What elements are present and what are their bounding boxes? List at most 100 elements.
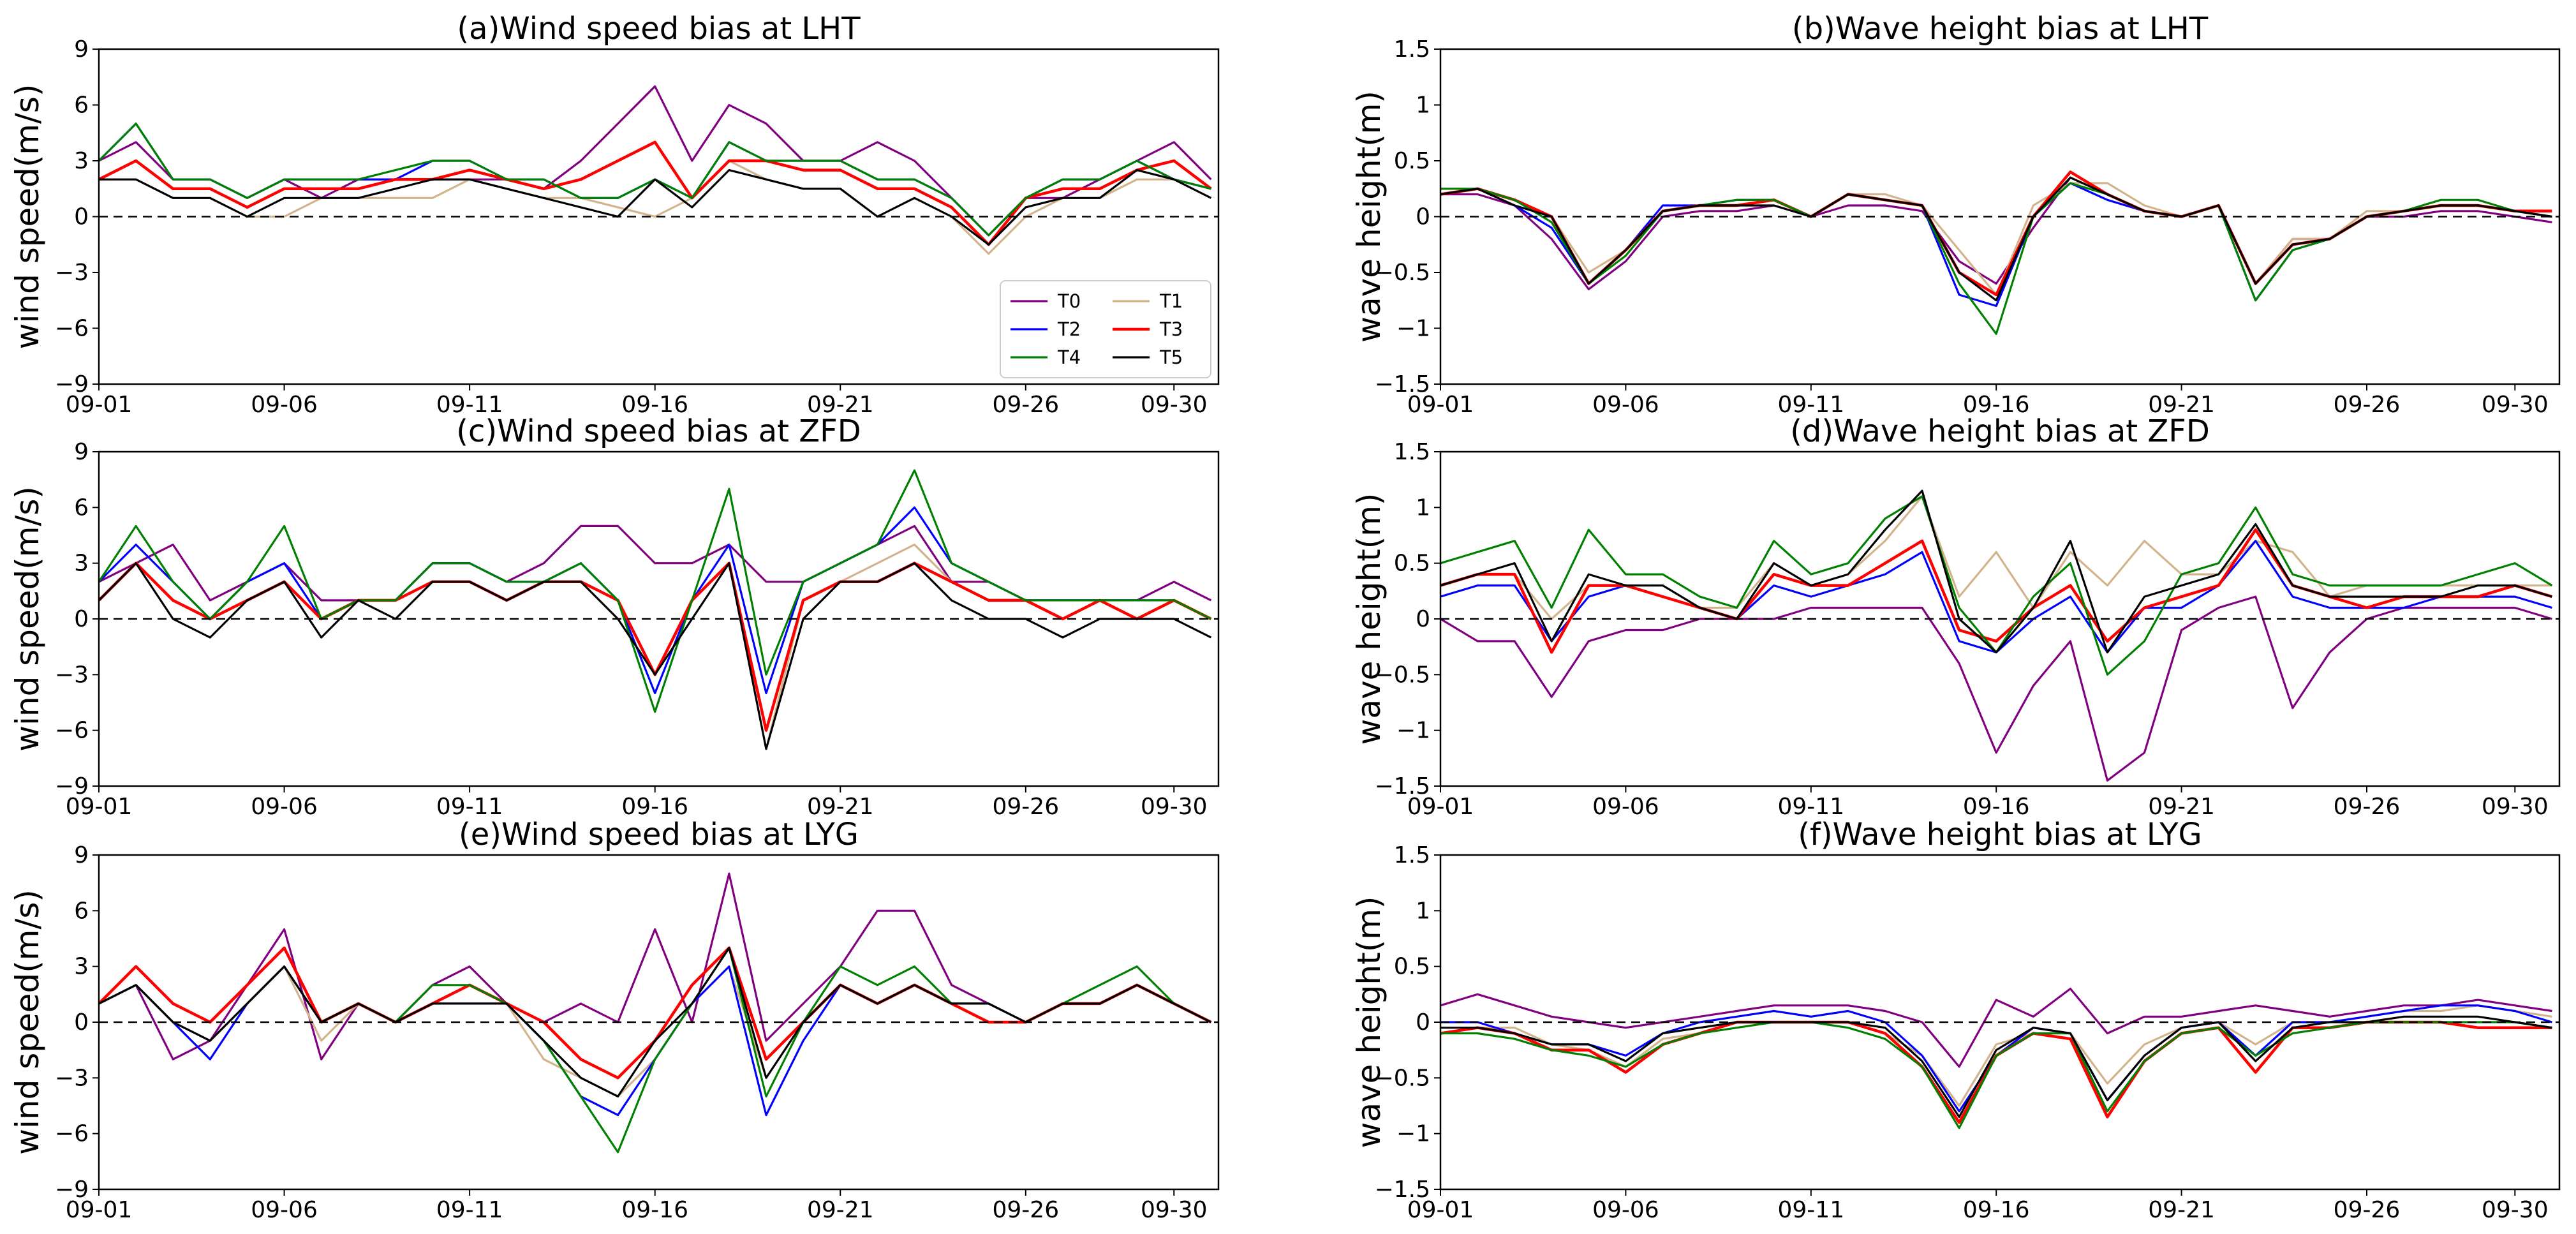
legend-label-t5: T5 <box>1159 346 1183 368</box>
panel-f-y-tick-label: 0.5 <box>1394 954 1430 980</box>
panel-a: (a)Wind speed bias at LHT wind speed(m/s)… <box>9 11 1220 418</box>
panel-d-y-tick-label: 1.5 <box>1394 439 1430 465</box>
panel-b-x-tick-label: 09-16 <box>1963 392 2030 418</box>
panel-a-y-axis-label: wind speed(m/s) <box>9 84 46 350</box>
panel-d-x-tick-label: 09-01 <box>1407 794 1474 820</box>
panel-e-y-tick-label: −6 <box>55 1121 89 1147</box>
panel-b-y-tick-label: −0.5 <box>1375 260 1430 286</box>
legend: T0 T1 T2 T3 T4 T5 <box>1000 280 1211 378</box>
panel-e: (e)Wind speed bias at LYG wind speed(m/s)… <box>9 817 1220 1223</box>
panel-b-y-tick-label: 1.5 <box>1394 36 1430 63</box>
panel-c-y-tick-label: 0 <box>74 606 89 632</box>
legend-label-t2: T2 <box>1057 318 1081 340</box>
panel-d-x-tick-label: 09-11 <box>1777 794 1844 820</box>
panel-b-x-tick-label: 09-21 <box>2148 392 2215 418</box>
panel-a-y-tick-label: −9 <box>55 371 89 398</box>
panel-e-y-tick-label: −3 <box>55 1065 89 1091</box>
panel-d-y-tick-label: 1 <box>1416 494 1430 521</box>
panel-c-x-tick-label: 09-26 <box>993 794 1060 820</box>
panel-d-frame <box>1439 450 2561 787</box>
panel-b-y-tick-label: 1 <box>1416 93 1430 119</box>
panel-c-x-tick-label: 09-06 <box>251 794 318 820</box>
legend-box <box>1000 280 1211 378</box>
panel-c-x-tick-label: 09-16 <box>621 794 688 820</box>
panel-a-y-tick-label: 0 <box>74 204 89 230</box>
panel-b-x-tick-label: 09-01 <box>1407 392 1474 418</box>
panel-e-x-tick-label: 09-16 <box>621 1197 688 1223</box>
panel-f-series-t0 <box>1440 987 2552 1068</box>
panel-a-series-t5 <box>99 169 1212 246</box>
panel-d-x-tick-label: 09-30 <box>2482 794 2549 820</box>
panel-e-y-tick-label: 6 <box>74 898 89 924</box>
panel-c-x-tick-label: 09-11 <box>436 794 503 820</box>
panel-d-series-group <box>1440 489 2553 782</box>
panel-b-y-tick-label: −1.5 <box>1375 371 1430 398</box>
panel-f-y-tick-label: −1 <box>1396 1121 1430 1147</box>
panel-a-x-tick-label: 09-06 <box>251 392 318 418</box>
panel-c-x-tick-label: 09-01 <box>66 794 133 820</box>
panels: (a)Wind speed bias at LHT wind speed(m/s)… <box>9 11 2561 1223</box>
legend-label-t1: T1 <box>1159 290 1183 312</box>
panel-b-x-tick-label: 09-11 <box>1777 392 1844 418</box>
panel-c-y-tick-label: −6 <box>55 718 89 744</box>
legend-label-t0: T0 <box>1057 290 1081 312</box>
panel-b-y-tick-label: 0 <box>1416 204 1430 230</box>
panel-b-x-tick-label: 09-06 <box>1592 392 1659 418</box>
panel-d-y-tick-label: −1.5 <box>1375 773 1430 799</box>
panel-e-y-tick-label: 0 <box>74 1009 89 1036</box>
panel-f-x-tick-label: 09-26 <box>2334 1197 2401 1223</box>
panel-a-title: (a)Wind speed bias at LHT <box>457 11 861 47</box>
panel-c: (c)Wind speed bias at ZFD wind speed(m/s)… <box>9 413 1220 820</box>
panel-f: (f)Wave height bias at LYG wave height(m)… <box>1351 817 2561 1223</box>
panel-f-y-tick-label: 0 <box>1416 1009 1430 1036</box>
panel-b-y-tick-label: 0.5 <box>1394 148 1430 174</box>
panel-a-y-tick-label: −3 <box>55 260 89 286</box>
panel-f-x-tick-label: 09-21 <box>2148 1197 2215 1223</box>
panel-d-y-tick-label: 0.5 <box>1394 551 1430 577</box>
panel-a-x-tick-label: 09-30 <box>1141 392 1208 418</box>
panel-a-x-tick-label: 09-26 <box>993 392 1060 418</box>
panel-b: (b)Wave height bias at LHT wave height(m)… <box>1351 11 2561 418</box>
panel-d-x-tick-label: 09-16 <box>1963 794 2030 820</box>
panel-f-x-tick-label: 09-30 <box>2482 1197 2549 1223</box>
panel-c-y-axis-label: wind speed(m/s) <box>9 486 46 752</box>
panel-c-y-tick-label: −3 <box>55 662 89 688</box>
panel-f-title: (f)Wave height bias at LYG <box>1798 817 2202 852</box>
panel-a-x-tick-label: 09-01 <box>66 392 133 418</box>
panel-d-y-tick-label: 0 <box>1416 606 1430 632</box>
panel-a-y-tick-label: 6 <box>74 93 89 119</box>
panel-c-x-tick-label: 09-30 <box>1141 794 1208 820</box>
panel-c-x-tick-label: 09-21 <box>807 794 874 820</box>
panel-a-series-group <box>99 85 1212 255</box>
panel-f-frame <box>1439 854 2561 1191</box>
panel-f-x-tick-label: 09-11 <box>1777 1197 1844 1223</box>
panel-f-y-axis-label: wave height(m) <box>1351 896 1388 1149</box>
panel-e-x-tick-label: 09-21 <box>807 1197 874 1223</box>
panel-e-title: (e)Wind speed bias at LYG <box>459 817 859 852</box>
panel-d-title: (d)Wave height bias at ZFD <box>1790 413 2210 449</box>
panel-f-y-tick-label: 1.5 <box>1394 842 1430 868</box>
panel-c-y-tick-label: 6 <box>74 494 89 521</box>
panel-d-y-tick-label: −0.5 <box>1375 662 1430 688</box>
panel-f-x-tick-label: 09-16 <box>1963 1197 2030 1223</box>
panel-e-x-tick-label: 09-11 <box>436 1197 503 1223</box>
panel-d-y-tick-label: −1 <box>1396 718 1430 744</box>
panel-d: (d)Wave height bias at ZFD wave height(m)… <box>1351 413 2561 820</box>
panel-f-y-tick-label: −1.5 <box>1375 1177 1430 1203</box>
panel-f-y-tick-label: 1 <box>1416 898 1430 924</box>
panel-e-x-tick-label: 09-30 <box>1141 1197 1208 1223</box>
panel-f-x-tick-label: 09-06 <box>1592 1197 1659 1223</box>
panel-e-y-tick-label: 9 <box>74 842 89 868</box>
panel-d-series-t5 <box>1440 489 2552 654</box>
panel-a-x-tick-label: 09-16 <box>621 392 688 418</box>
panel-e-y-tick-label: −9 <box>55 1177 89 1203</box>
panel-b-y-tick-label: −1 <box>1396 316 1430 342</box>
legend-label-t3: T3 <box>1159 318 1183 340</box>
panel-c-title: (c)Wind speed bias at ZFD <box>456 413 861 449</box>
panel-c-y-tick-label: 9 <box>74 439 89 465</box>
panel-b-frame <box>1439 48 2561 385</box>
panel-b-x-tick-label: 09-26 <box>2334 392 2401 418</box>
panel-e-frame <box>98 854 1220 1191</box>
panel-c-frame <box>98 450 1220 787</box>
